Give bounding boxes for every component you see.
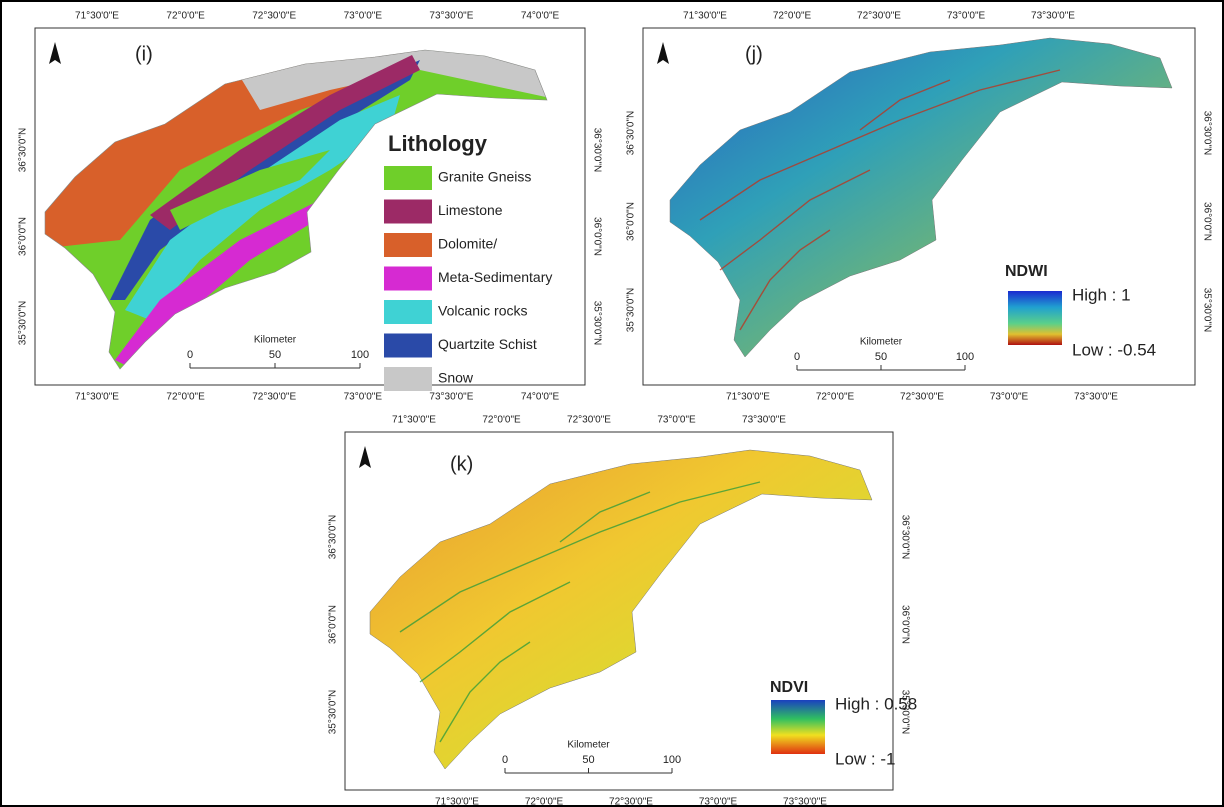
lat-label: 36°30'0"N [626,111,637,156]
lat-label: 36°0'0"N [626,202,637,241]
lon-label: 73°0'0"E [344,11,383,22]
legend-label: Meta-Sedimentary [438,269,552,285]
lat-label: 35°30'0"N [591,301,602,346]
lon-label: 72°0'0"E [525,797,564,807]
scale-unit: Kilometer [567,740,610,751]
lat-label: 35°30'0"N [626,288,637,333]
legend-low: Low : -1 [835,749,895,768]
lon-label: 73°0'0"E [344,392,383,403]
scale-label: 100 [956,351,974,363]
lon-label: 73°30'0"E [1031,11,1075,22]
lon-label: 73°30'0"E [429,11,473,22]
legend-swatch [384,233,432,257]
scale-label: 50 [269,349,281,361]
legend-label: Limestone [438,202,503,218]
legend-high: High : 0.58 [835,694,917,713]
lon-label: 73°0'0"E [947,11,986,22]
lon-label: 73°30'0"E [742,415,786,426]
scale-label: 0 [794,351,800,363]
lon-label: 73°0'0"E [657,415,696,426]
lon-label: 71°30'0"E [726,392,770,403]
lon-label: 72°30'0"E [609,797,653,807]
legend-swatch [384,200,432,224]
lon-label: 72°30'0"E [252,392,296,403]
legend-label: Snow [438,370,474,386]
scale-label: 100 [351,349,369,361]
panel-label: (j) [745,43,763,65]
panel-label: (k) [450,453,473,475]
scale-label: 0 [502,754,508,766]
legend-label: Granite Gneiss [438,169,531,185]
lat-label: 36°0'0"N [899,605,910,644]
legend-label: Dolomite/ [438,236,497,252]
lon-label: 74°0'0"E [521,392,560,403]
lon-label: 71°30'0"E [75,392,119,403]
legend-swatch [384,300,432,324]
lon-label: 74°0'0"E [521,11,560,22]
figure: 71°30'0"E 72°0'0"E 72°30'0"E 73°0'0"E 73°30'… [0,0,1224,807]
lon-label: 71°30'0"E [683,11,727,22]
legend-title: Lithology [388,131,488,156]
legend-ramp [771,700,825,754]
lat-label: 36°30'0"N [1201,111,1212,156]
lat-label: 36°30'0"N [899,515,910,560]
scale-label: 50 [582,754,594,766]
scale-label: 50 [875,351,887,363]
lat-label: 36°0'0"N [18,217,29,256]
lon-label: 71°30'0"E [392,415,436,426]
legend-swatch [384,334,432,358]
lon-label: 73°30'0"E [1074,392,1118,403]
lon-label: 72°0'0"E [816,392,855,403]
lon-label: 72°30'0"E [567,415,611,426]
lon-label: 72°0'0"E [166,392,205,403]
lat-label: 35°30'0"N [18,301,29,346]
legend-label: Quartzite Schist [438,336,537,352]
lat-label: 36°0'0"N [591,217,602,256]
lon-label: 72°0'0"E [482,415,521,426]
lon-label: 72°30'0"E [857,11,901,22]
lon-label: 73°0'0"E [699,797,738,807]
lat-label: 36°0'0"N [328,605,339,644]
panels: 71°30'0"E 72°0'0"E 72°30'0"E 73°0'0"E 73°30'… [18,11,1213,807]
legend-title: NDWI [1005,263,1048,280]
lat-label: 36°30'0"N [591,128,602,173]
lon-label: 73°30'0"E [429,392,473,403]
legend-label: Volcanic rocks [438,303,527,319]
legend-swatch [384,166,432,190]
scale-unit: Kilometer [860,337,903,348]
legend-swatch [384,267,432,291]
lat-label: 36°0'0"N [1201,202,1212,241]
legend-ramp [1008,291,1062,345]
lat-label: 36°30'0"N [18,128,29,173]
lon-label: 71°30'0"E [435,797,479,807]
lat-label: 35°30'0"N [1201,288,1212,333]
scale-label: 100 [663,754,681,766]
legend-swatch [384,367,432,391]
lon-label: 73°0'0"E [990,392,1029,403]
lat-label: 36°30'0"N [328,515,339,560]
legend-high: High : 1 [1072,285,1131,304]
legend-title: NDVI [770,679,808,696]
scale-label: 0 [187,349,193,361]
panel-label: (i) [135,43,153,65]
lon-label: 73°30'0"E [783,797,827,807]
lon-label: 72°0'0"E [773,11,812,22]
lon-label: 72°30'0"E [252,11,296,22]
lat-label: 35°30'0"N [328,690,339,735]
lon-label: 71°30'0"E [75,11,119,22]
lon-label: 72°0'0"E [166,11,205,22]
legend-low: Low : -0.54 [1072,340,1156,359]
lon-label: 72°30'0"E [900,392,944,403]
scale-unit: Kilometer [254,335,297,346]
